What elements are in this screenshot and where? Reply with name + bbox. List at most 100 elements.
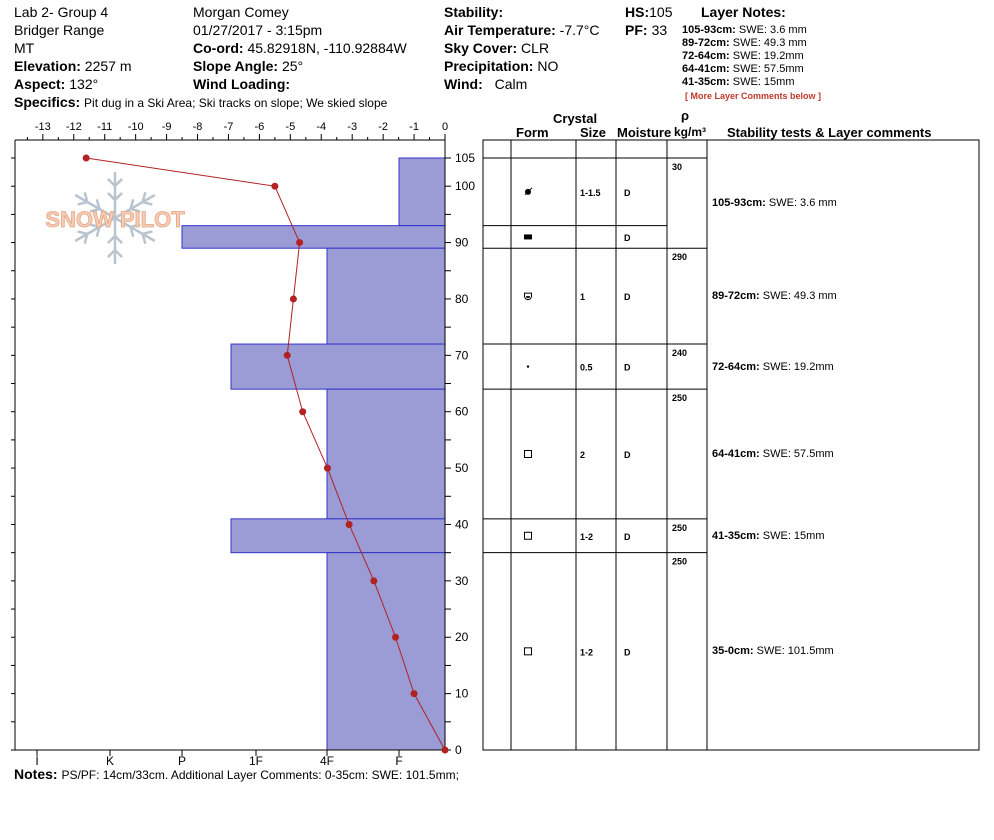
flake-branch <box>95 199 101 210</box>
temperature-point <box>441 746 449 754</box>
flake-branch <box>114 178 123 187</box>
grain-icon <box>526 365 530 368</box>
layer-note-range: 41-35cm: <box>682 76 730 88</box>
stability-header: Stability tests & Layer comments <box>727 125 932 140</box>
density-value: 30 <box>672 162 682 172</box>
slope-angle: Slope Angle: 25° <box>193 58 304 74</box>
stability: Stability: <box>444 4 504 20</box>
layer-note-item: 89-72cm: SWE: 49.3 mm <box>682 37 807 50</box>
density-value: 240 <box>672 348 687 358</box>
height-tick-label: 100 <box>455 179 475 193</box>
observer: Morgan Comey <box>193 4 289 20</box>
flake-branch <box>77 200 88 206</box>
moisture-value: D <box>624 647 631 657</box>
temp-tick-label: -9 <box>162 121 172 133</box>
layer-note-text: SWE: 19.2mm <box>729 50 804 62</box>
height-tick-label: 60 <box>455 405 469 419</box>
hardness-bar <box>181 225 446 249</box>
layer-comment-text: SWE: 3.6 mm <box>765 197 837 210</box>
layer-note-range: 105-93cm: <box>682 24 736 36</box>
temperature-point <box>410 690 418 698</box>
temperature-line <box>86 157 446 751</box>
rho-header: ρ <box>681 108 690 123</box>
hardness-bar <box>398 157 446 227</box>
layer-note-item: 64-41cm: SWE: 57.5mm <box>682 63 804 76</box>
temperature-point <box>392 633 400 641</box>
flake-branch <box>141 192 147 203</box>
height-tick-label: 20 <box>455 630 469 644</box>
specifics: Specifics: Pit dug in a Ski Area; Ski tr… <box>14 94 388 110</box>
layer-comment-range: 72-64cm: <box>712 360 760 373</box>
flake-branch <box>114 249 123 258</box>
hardness-bar <box>326 552 446 751</box>
flake-branch <box>129 226 135 237</box>
height-tick-label: 10 <box>455 687 469 701</box>
more-comments-link[interactable]: [ More Layer Comments below ] <box>685 91 822 101</box>
crystal-size: 1-2 <box>580 647 593 657</box>
air-temperature: Air Temperature: -7.7°C <box>444 22 600 38</box>
temp-tick-label: -3 <box>347 121 357 133</box>
temp-tick-label: -11 <box>97 121 112 133</box>
flake-branch <box>107 235 116 244</box>
layer-comment: 64-41cm: SWE: 57.5mm <box>712 448 834 460</box>
flake-arm <box>114 216 156 243</box>
temperature-point <box>271 182 279 190</box>
moisture-value: D <box>624 363 631 373</box>
layer-comment: 105-93cm: SWE: 3.6 mm <box>712 197 837 209</box>
flake-branch <box>83 192 89 203</box>
sky-cover: Sky Cover: CLR <box>444 40 550 56</box>
flake-arm <box>114 193 156 220</box>
density-value: 250 <box>672 393 687 403</box>
coordinates: Co-ord: 45.82918N, -110.92884W <box>193 40 407 56</box>
layer-comment: 41-35cm: SWE: 15mm <box>712 530 825 542</box>
flake-branch <box>130 223 141 229</box>
height-tick-label: 70 <box>455 348 469 362</box>
hardness-bar <box>326 388 446 520</box>
wind: Wind: Calm <box>444 76 528 92</box>
hs-value: HS:105 <box>625 4 673 20</box>
flake-branch <box>89 223 100 229</box>
layer-note-range: 89-72cm: <box>682 37 730 49</box>
flake-branch <box>141 233 147 244</box>
layer-comment-text: SWE: 15mm <box>759 529 825 542</box>
flake-branch <box>77 230 88 236</box>
layer-comment-text: SWE: 19.2mm <box>759 360 834 373</box>
temperature-point <box>82 154 90 162</box>
hardness-bar <box>230 343 446 390</box>
crystal-size: 1-1.5 <box>580 188 601 198</box>
facet-icon <box>524 647 532 656</box>
flake-branch <box>107 178 116 187</box>
crystal-size: 2 <box>580 450 585 460</box>
form-header: Form <box>516 125 549 140</box>
hardness-tick-label: 1F <box>249 754 263 768</box>
height-tick-label: 40 <box>455 517 469 531</box>
temp-tick-label: -6 <box>254 121 264 133</box>
temperature-point <box>299 408 307 416</box>
layer-comment-range: 64-41cm: <box>712 448 760 460</box>
layer-comment: 35-0cm: SWE: 101.5mm <box>712 645 834 657</box>
crust-icon <box>524 234 532 240</box>
height-tick-label: 50 <box>455 461 469 475</box>
temp-tick-label: -8 <box>193 121 203 133</box>
table-border <box>482 139 980 751</box>
rounding-facet-slash <box>524 187 533 196</box>
flake-branch <box>129 199 135 210</box>
datetime: 01/27/2017 - 3:15pm <box>193 22 323 38</box>
layer-comment-text: SWE: 57.5mm <box>759 448 834 460</box>
temperature-point <box>283 351 291 359</box>
hardness-tick-label: P <box>178 754 186 768</box>
moisture-value: D <box>624 450 631 460</box>
layer-comment-range: 41-35cm: <box>712 529 760 542</box>
flake-branch <box>142 230 153 236</box>
moisture-value: D <box>624 188 631 198</box>
temperature-point <box>323 464 331 472</box>
layer-comment-text: SWE: 49.3 mm <box>759 290 837 303</box>
layer-notes-title: Layer Notes: <box>701 4 786 20</box>
layer-note-text: SWE: 3.6 mm <box>735 24 807 36</box>
temperature-point <box>296 239 304 247</box>
height-tick-label: 80 <box>455 292 469 306</box>
temp-tick-label: -13 <box>35 121 51 133</box>
range-name: Bridger Range <box>14 22 105 38</box>
flake-branch <box>142 200 153 206</box>
notes: Notes: PS/PF: 14cm/33cm. Additional Laye… <box>14 766 459 782</box>
